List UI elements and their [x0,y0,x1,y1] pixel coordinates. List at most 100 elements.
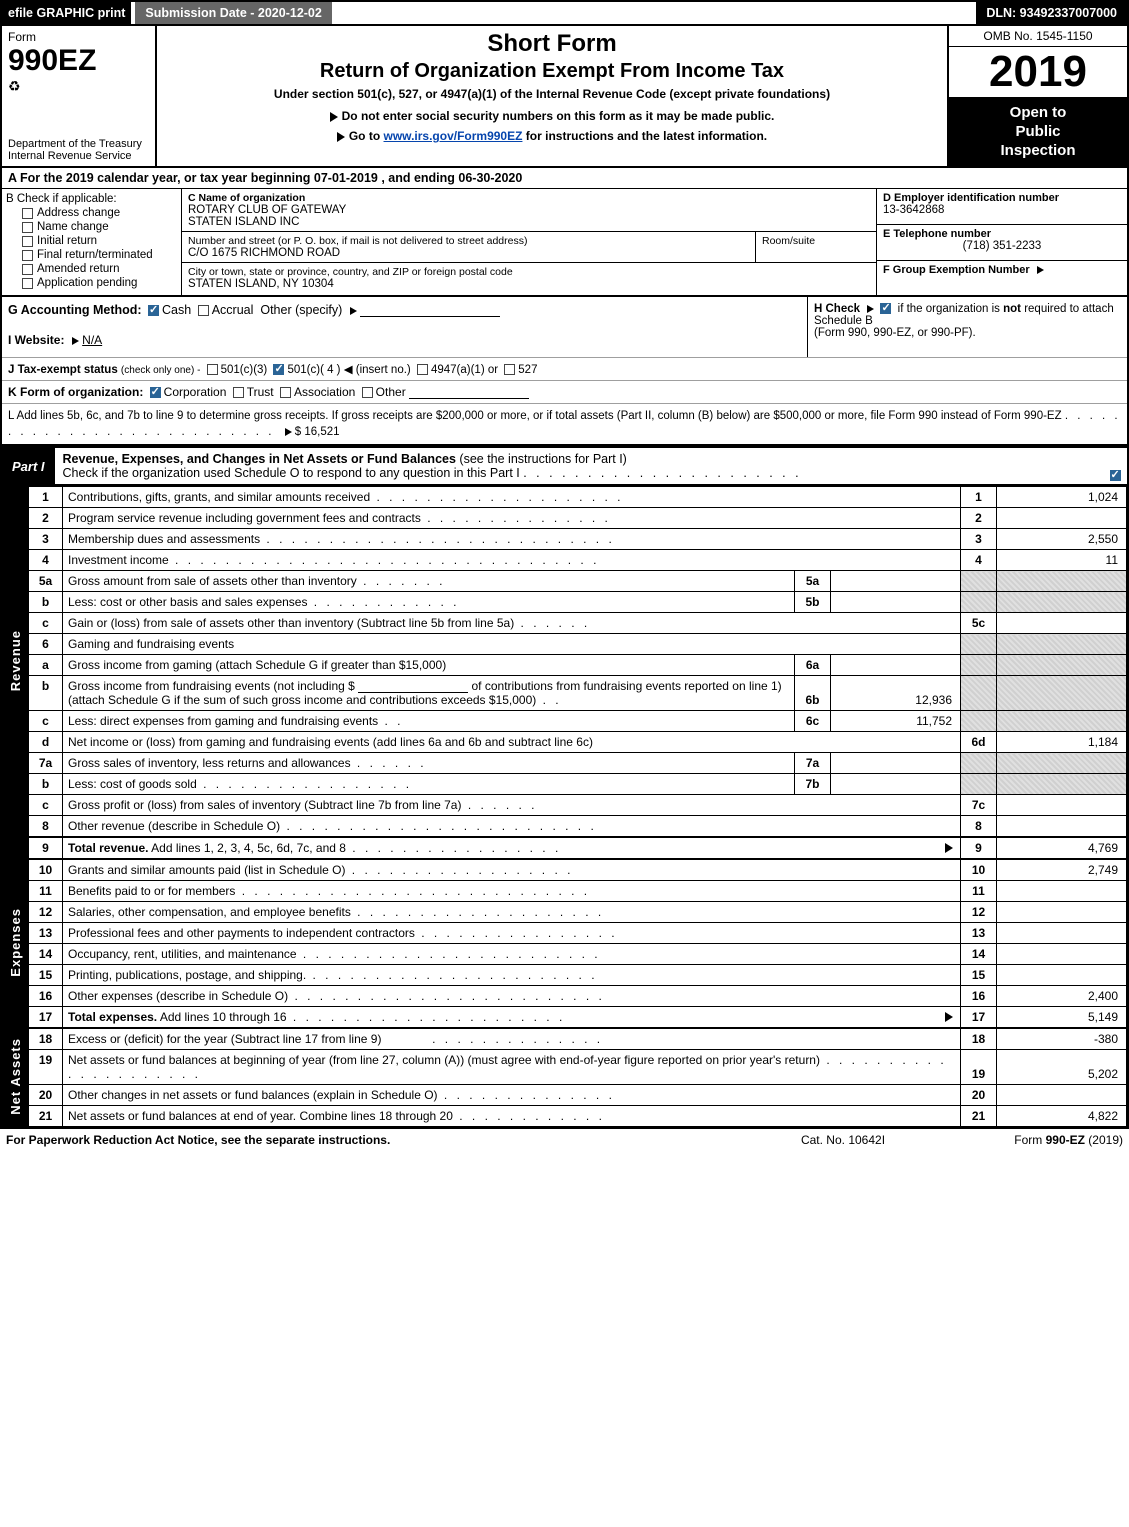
sub-amt [831,774,961,795]
line-amt: 2,550 [997,529,1127,550]
open-public-l2: Public [1015,123,1060,140]
paperwork-notice: For Paperwork Reduction Act Notice, see … [6,1133,763,1147]
line-num: 4 [29,550,63,571]
line-num: 6 [29,634,63,655]
go-to-link[interactable]: www.irs.gov/Form990EZ [384,129,523,143]
row-1: Revenue 1 Contributions, gifts, grants, … [3,487,1127,508]
irs-label: Internal Revenue Service [8,150,149,162]
triangle-icon [350,307,357,315]
initial-return-checkbox[interactable] [22,236,33,247]
line-rn: 17 [961,1007,997,1029]
under-section-text: Under section 501(c), 527, or 4947(a)(1)… [165,87,939,101]
line-amt: 11 [997,550,1127,571]
line-amt [997,613,1127,634]
cash-label: Cash [162,303,191,317]
schedule-o-checkbox[interactable] [1110,470,1121,481]
line-desc: Printing, publications, postage, and shi… [63,965,961,986]
amended-return-checkbox[interactable] [22,264,33,275]
triangle-icon [945,843,953,853]
row-7a: 7a Gross sales of inventory, less return… [3,753,1127,774]
contributions-amount-field[interactable] [358,679,468,693]
line-amt [997,508,1127,529]
final-return-checkbox[interactable] [22,250,33,261]
line-num: 16 [29,986,63,1007]
recycle-icon: ♻ [8,78,149,95]
line-g-accounting: G Accounting Method: Cash Accrual Other … [2,297,807,357]
initial-return-label: Initial return [37,235,97,247]
schedule-b-checkbox[interactable] [880,303,891,314]
row-6c: c Less: direct expenses from gaming and … [3,711,1127,732]
line-rn [961,571,997,592]
address-change-checkbox[interactable] [22,208,33,219]
line-i-label: I Website: [8,333,64,347]
corporation-checkbox[interactable] [150,387,161,398]
line-l-text: L Add lines 5b, 6c, and 7b to line 9 to … [8,410,1062,422]
sub-box: 6b [795,676,831,711]
line-num: 5a [29,571,63,592]
trust-label: Trust [247,385,274,399]
triangle-icon [72,337,79,345]
line-rn: 10 [961,859,997,881]
line-amt [997,655,1127,676]
name-change-checkbox[interactable] [22,222,33,233]
line-amt: 5,149 [997,1007,1127,1029]
efile-graphic-print[interactable]: efile GRAPHIC print [2,2,131,24]
501c-checkbox[interactable] [273,364,284,375]
association-checkbox[interactable] [280,387,291,398]
application-pending-checkbox[interactable] [22,278,33,289]
group-exemption-label: F Group Exemption Number [883,264,1030,276]
street-label: Number and street (or P. O. box, if mail… [188,235,749,247]
accrual-checkbox[interactable] [198,305,209,316]
line-rn: 5c [961,613,997,634]
line-amt [997,923,1127,944]
sub-amt [831,753,961,774]
line-num: 13 [29,923,63,944]
other-org-field[interactable] [409,385,529,399]
room-label: Room/suite [762,235,870,247]
corporation-label: Corporation [164,385,227,399]
501c3-checkbox[interactable] [207,364,218,375]
row-6a: a Gross income from gaming (attach Sched… [3,655,1127,676]
triangle-icon [285,428,292,436]
city-label: City or town, state or province, country… [188,266,870,278]
short-form-title: Short Form [165,30,939,58]
triangle-icon [330,112,338,122]
line-rn [961,753,997,774]
street-value: C/O 1675 RICHMOND ROAD [188,247,749,259]
line-amt: 2,749 [997,859,1127,881]
line-desc: Excess or (deficit) for the year (Subtra… [63,1028,961,1050]
row-21: 21 Net assets or fund balances at end of… [3,1106,1127,1127]
submission-date-label: Submission Date - 2020-12-02 [135,2,331,24]
row-11: 11 Benefits paid to or for members . . .… [3,881,1127,902]
line-rn [961,774,997,795]
other-org-checkbox[interactable] [362,387,373,398]
name-change-label: Name change [37,221,109,233]
do-not-enter-text: Do not enter social security numbers on … [165,109,939,123]
row-4: 4 Investment income . . . . . . . . . . … [3,550,1127,571]
other-specify-field[interactable] [360,303,500,317]
net-assets-sidebar: Net Assets [3,1028,29,1127]
block-d-e-f: D Employer identification number 13-3642… [877,189,1127,295]
sub-amt [831,592,961,613]
line-rn: 18 [961,1028,997,1050]
line-rn: 12 [961,902,997,923]
line-desc: Program service revenue including govern… [63,508,961,529]
line-desc: Gaming and fundraising events [63,634,961,655]
open-public-badge: Open to Public Inspection [949,98,1127,166]
association-label: Association [294,385,355,399]
trust-checkbox[interactable] [233,387,244,398]
line-rn: 4 [961,550,997,571]
line-num: 11 [29,881,63,902]
cash-checkbox[interactable] [148,305,159,316]
form-header: Form 990EZ ♻ Department of the Treasury … [2,26,1127,168]
open-public-l3: Inspection [1000,142,1075,159]
form-ref: Form 990-EZ (2019) [923,1133,1123,1147]
4947a1-checkbox[interactable] [417,364,428,375]
ghijkl-block: G Accounting Method: Cash Accrual Other … [2,297,1127,446]
line-desc: Less: direct expenses from gaming and fu… [63,711,795,732]
topbar-spacer [332,2,977,24]
line-desc: Total revenue. Add lines 1, 2, 3, 4, 5c,… [63,837,961,859]
line-amt [997,634,1127,655]
form-word: Form [8,30,149,44]
527-checkbox[interactable] [504,364,515,375]
